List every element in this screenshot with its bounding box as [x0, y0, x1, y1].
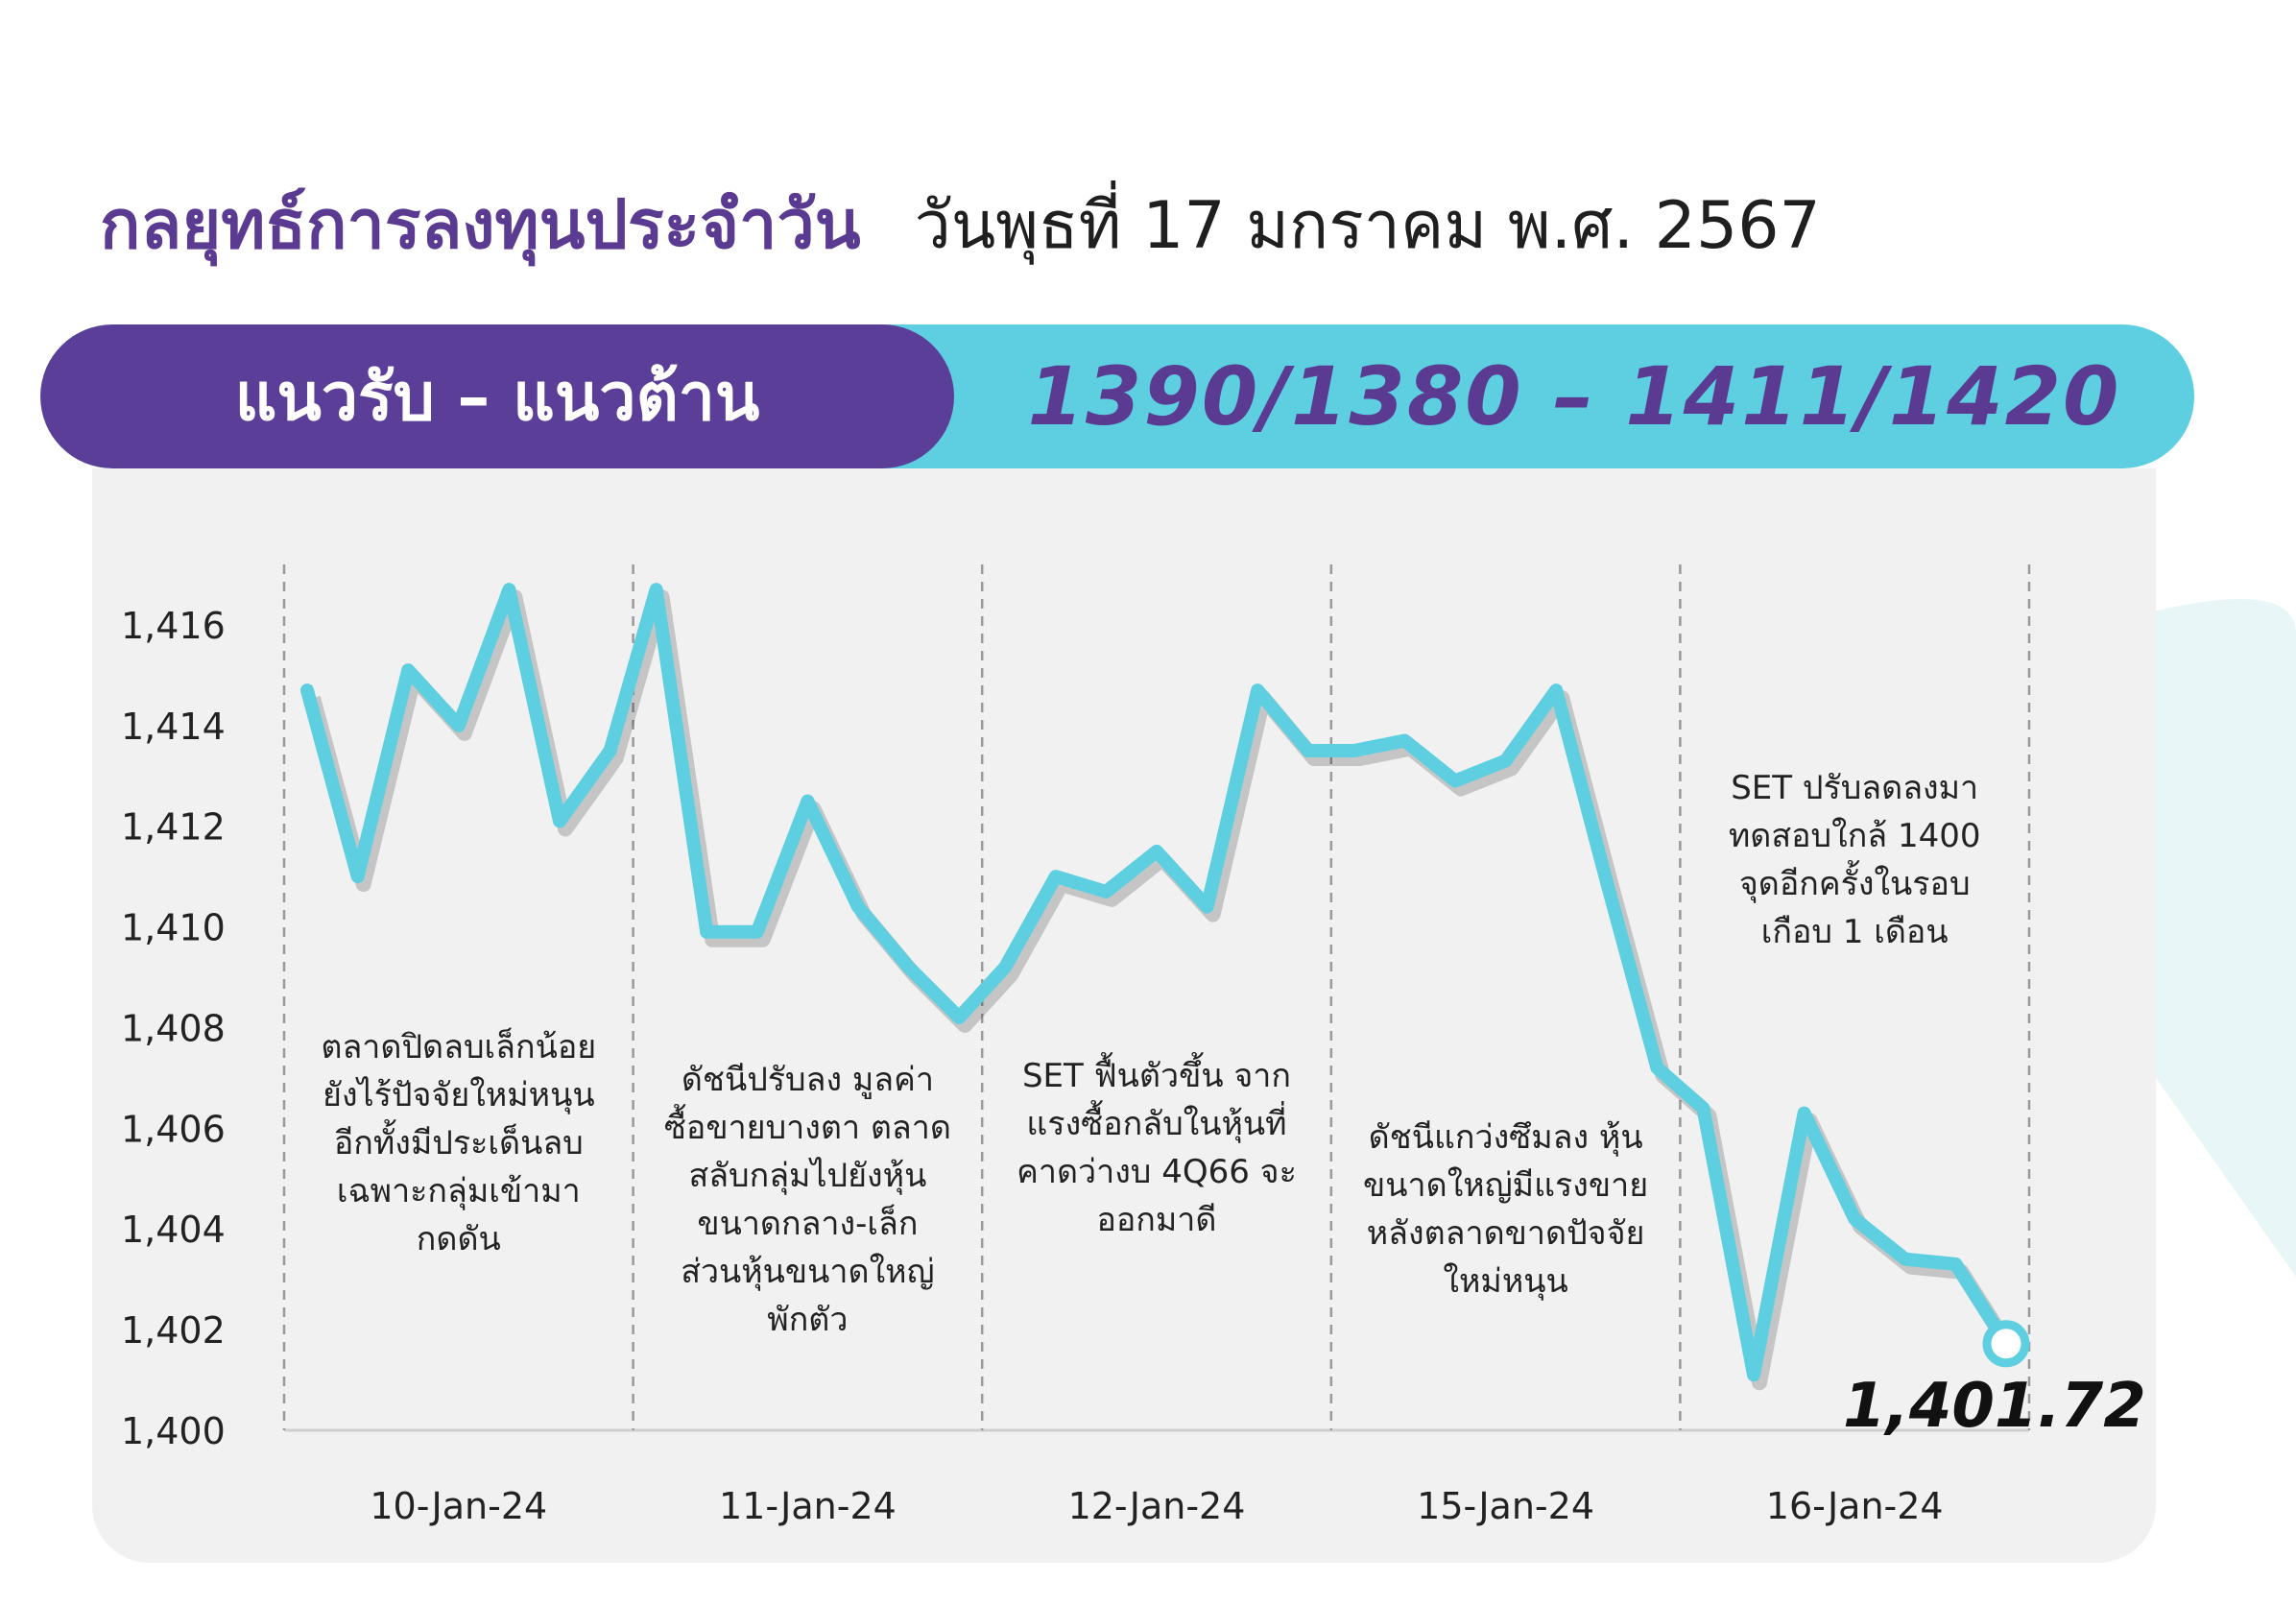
data-point: [804, 798, 811, 804]
data-point: [1502, 757, 1509, 764]
data-point: [855, 903, 861, 910]
data-point: [1654, 1065, 1661, 1071]
support-resistance-label-box: แนวรับ – แนวต้าน: [40, 324, 954, 468]
data-point: [405, 667, 412, 674]
annotation-line: พักตัว: [767, 1301, 849, 1339]
day-annotation: SET ฟื้นตัวขึ้น จากแรงซื้อกลับในหุ้นที่ค…: [982, 1052, 1331, 1244]
annotation-line: ตลาดปิดลบเล็กน้อย: [321, 1028, 597, 1066]
x-tick-label: 10-Jan-24: [370, 1485, 547, 1527]
data-point: [304, 687, 310, 694]
x-tick-label: 12-Jan-24: [1068, 1485, 1246, 1527]
data-point: [1304, 748, 1311, 755]
data-point: [455, 722, 462, 729]
annotation-line: ขนาดใหญ่มีแรงขาย: [1363, 1166, 1649, 1205]
annotation-line: ทดสอบใกล้ 1400: [1728, 817, 1981, 855]
data-point: [1351, 748, 1357, 755]
x-tick-label: 11-Jan-24: [719, 1485, 897, 1527]
series-line-shadow: [305, 589, 2019, 1391]
annotation-line: ซื้อขายบางตา ตลาด: [663, 1109, 951, 1147]
support-resistance-value: 1390/1380 – 1411/1420: [1027, 349, 2121, 443]
annotation-line: ดัชนีแกว่งซึมลง หุ้น: [1368, 1118, 1643, 1157]
page-title: กลยุทธ์การลงทุนประจำวัน: [100, 185, 861, 264]
day-annotation: ดัชนีปรับลง มูลค่าซื้อขายบางตา ตลาดสลับก…: [634, 1056, 983, 1344]
y-tick-label: 1,406: [121, 1108, 226, 1150]
data-point: [704, 928, 710, 935]
data-point: [753, 928, 760, 935]
annotation-line: สลับกลุ่มไปยังหุ้น: [688, 1157, 927, 1195]
day-annotation: ดัชนีแกว่งซึมลง หุ้นขนาดใหญ่มีแรงขายหลัง…: [1331, 1114, 1681, 1306]
data-point: [905, 964, 912, 970]
annotation-line: กดดัน: [416, 1220, 501, 1258]
data-point: [1154, 848, 1160, 854]
annotation-line: ขนาดกลาง-เล็ก: [697, 1205, 919, 1243]
data-point: [607, 748, 613, 755]
header: กลยุทธ์การลงทุนประจำวัน วันพุธที่ 17 มกร…: [100, 171, 1821, 286]
data-point: [653, 587, 659, 593]
y-tick-label: 1,416: [121, 605, 226, 647]
data-point: [1952, 1260, 1959, 1267]
data-point: [1204, 903, 1210, 910]
annotation-line: SET ฟื้นตัวขึ้น จาก: [1021, 1057, 1291, 1095]
data-point: [1603, 878, 1610, 885]
annotation-line: ใหม่หนุน: [1443, 1262, 1568, 1301]
y-tick-label: 1,404: [121, 1209, 226, 1251]
y-tick-label: 1,410: [121, 907, 226, 949]
data-point: [1452, 778, 1458, 784]
y-tick-label: 1,400: [121, 1410, 226, 1452]
annotation-line: ออกมาดี: [1096, 1201, 1217, 1239]
y-tick-label: 1,412: [121, 806, 226, 849]
data-point: [1052, 874, 1059, 880]
last-point-marker: [1982, 1320, 2030, 1368]
data-point: [956, 1014, 963, 1020]
data-point: [506, 587, 513, 593]
annotation-line: ดัชนีปรับลง มูลค่า: [681, 1061, 934, 1099]
annotation-line: ยังไร้ปัจจัยใหม่หนุน: [323, 1076, 595, 1114]
data-point: [1700, 1105, 1707, 1112]
y-tick-label: 1,414: [121, 706, 226, 748]
data-point: [1553, 687, 1560, 694]
data-point: [1401, 737, 1408, 744]
support-resistance-label: แนวรับ – แนวต้าน: [234, 360, 760, 436]
data-point: [1002, 964, 1009, 970]
annotation-line: คาดว่างบ 4Q66 จะ: [1016, 1153, 1297, 1191]
last-value-label: 1,401.72: [1843, 1371, 2146, 1442]
chart-panel: [92, 468, 2156, 1563]
support-resistance-band: แนวรับ – แนวต้าน 1390/1380 – 1411/1420: [40, 324, 2194, 468]
data-point: [1901, 1256, 1908, 1262]
day-annotation: ตลาดปิดลบเล็กน้อยยังไร้ปัจจัยใหม่หนุนอีก…: [284, 1023, 634, 1263]
x-tick-label: 15-Jan-24: [1417, 1485, 1594, 1527]
annotation-line: ส่วนหุ้นขนาดใหญ่: [681, 1253, 935, 1291]
data-point: [557, 818, 562, 825]
data-point: [1255, 687, 1261, 694]
annotation-line: SET ปรับลดลงมา: [1731, 769, 1979, 807]
annotation-line: หลังตลาดขาดปัจจัย: [1366, 1214, 1645, 1253]
support-resistance-value-box: 1390/1380 – 1411/1420: [954, 324, 2194, 468]
annotation-line: แรงซื้อกลับในหุ้นที่: [1026, 1105, 1287, 1143]
data-point: [1852, 1215, 1858, 1222]
annotation-line: อีกทั้งมีประเด็นลบ: [333, 1124, 584, 1162]
annotation-line: จุดอีกครั้งในรอบ: [1738, 865, 1971, 903]
data-point: [354, 874, 361, 880]
data-point: [1751, 1372, 1757, 1378]
day-annotation: SET ปรับลดลงมาทดสอบใกล้ 1400 จุดอีกครั้งใ…: [1680, 764, 2029, 956]
annotation-line: เฉพาะกลุ่มเข้ามา: [336, 1172, 581, 1210]
data-point: [1103, 888, 1110, 895]
page-date: วันพุธที่ 17 มกราคม พ.ศ. 2567: [914, 188, 1821, 264]
annotation-line: เกือบ 1 เดือน: [1760, 913, 1949, 951]
x-tick-label: 16-Jan-24: [1766, 1485, 1944, 1527]
data-point: [1801, 1110, 1807, 1116]
y-tick-label: 1,402: [121, 1309, 226, 1352]
y-tick-label: 1,408: [121, 1007, 226, 1049]
